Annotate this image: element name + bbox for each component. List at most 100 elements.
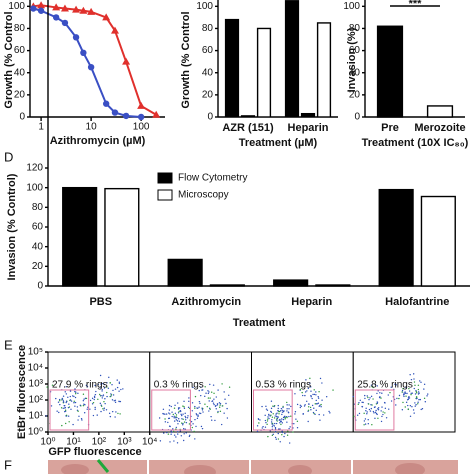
event-dot [172,430,175,433]
event-dot [65,401,67,404]
event-dot [61,398,64,400]
event-dot [83,398,85,400]
event-dot [309,377,311,380]
event-dot [376,402,379,405]
event-dot [377,407,380,409]
event-dot [201,407,203,409]
event-dot [256,430,259,433]
event-dot [314,413,316,416]
event-dot [185,416,187,419]
y-tick-label: 10⁵ [28,347,43,358]
event-dot [184,415,186,418]
event-dot [319,377,322,380]
event-dot [288,404,290,406]
event-dot [294,413,296,415]
event-dot [93,398,95,401]
event-dot [178,410,180,413]
event-dot [177,407,180,409]
event-dot [375,409,377,412]
event-dot [195,413,197,415]
event-dot [182,405,184,407]
event-dot [292,431,294,433]
event-dot [283,435,285,438]
event-dot [209,397,211,399]
event-dot [414,402,416,404]
event-dot [191,426,194,429]
event-dot [361,401,363,403]
event-dot [420,381,422,383]
event-dot [385,417,388,419]
event-dot [279,422,281,424]
event-dot [265,408,268,410]
event-dot [412,409,415,411]
event-dot [74,390,76,393]
y-tick-label: 80 [349,23,361,34]
significance-label: *** [409,0,423,10]
event-dot [371,404,373,406]
event-dot [401,389,404,392]
event-dot [183,433,185,435]
point [110,26,119,34]
event-dot [408,396,410,398]
event-dot [114,388,117,390]
event-dot [311,397,313,400]
x-tick-label: Merozoite [414,122,465,134]
event-dot [176,442,179,444]
event-dot [272,433,274,436]
y-tick-label: 0 [207,112,213,123]
event-dot [104,398,106,400]
event-dot [175,416,177,418]
event-dot [209,383,211,386]
event-dot [174,412,177,414]
event-dot [45,415,47,417]
point [102,13,111,21]
event-dot [65,400,68,402]
event-dot [275,413,277,415]
event-dot [175,426,178,429]
y-tick-label: 100 [343,1,360,12]
event-dot [328,410,330,413]
event-dot [201,409,204,411]
event-dot [318,390,320,393]
x-tick-label: Heparin [288,122,329,134]
event-dot [164,421,167,423]
event-dot [281,422,284,424]
event-dot [192,423,194,425]
x-tick-label: 10⁴ [142,437,157,448]
y-tick-label: 20 [349,90,361,101]
event-dot [106,386,108,388]
x-tick-label: 10¹ [66,437,81,448]
event-dot [78,415,80,417]
event-dot [403,392,405,394]
event-dot [295,418,297,420]
event-dot [415,391,418,393]
event-dot [317,402,320,404]
event-dot [416,392,418,394]
event-dot [416,396,418,399]
point [122,112,130,120]
event-dot [68,403,70,405]
event-dot [114,399,117,402]
event-dot [401,391,403,393]
event-dot [212,384,215,386]
event-dot [288,442,291,444]
event-dot [357,403,360,405]
event-dot [213,398,215,400]
event-dot [320,406,322,408]
event-dot [202,411,204,413]
event-dot [198,389,200,392]
gate-annotation: 25.8 % rings [357,380,413,391]
bar [209,284,245,287]
event-dot [280,420,282,422]
event-dot [187,415,189,417]
event-dot [89,408,91,410]
event-dot [286,404,288,406]
event-dot [172,413,174,416]
event-dot [370,404,372,406]
event-dot [417,384,420,386]
event-dot [212,402,215,404]
event-dot [273,425,276,427]
event-dot [287,412,290,414]
event-dot [62,395,65,397]
event-dot [389,391,391,394]
